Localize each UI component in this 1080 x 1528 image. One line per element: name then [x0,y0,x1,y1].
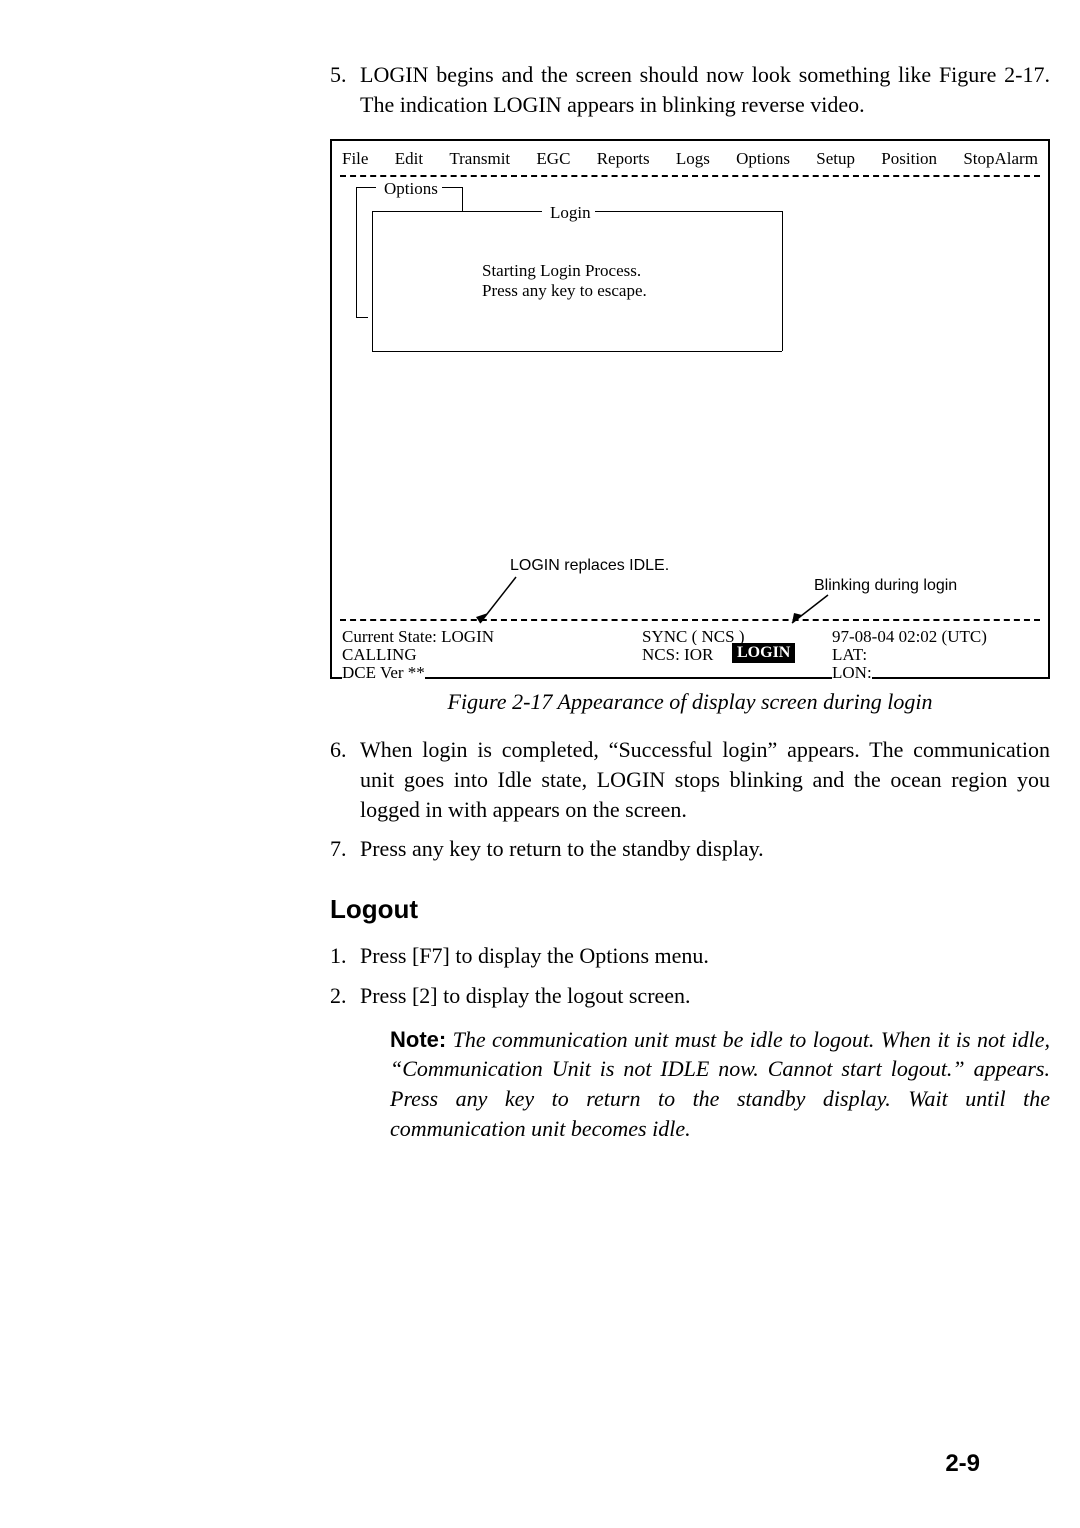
menu-file: File [342,149,368,169]
menu-stopalarm: StopAlarm [963,149,1038,169]
divider-status [340,619,1040,621]
menu-setup: Setup [816,149,855,169]
login-badge: LOGIN [732,643,795,663]
figure-2-17: File Edit Transmit EGC Reports Logs Opti… [330,139,1050,679]
menu-transmit: Transmit [449,149,510,169]
login-box-line [372,211,542,212]
step-5-text: LOGIN begins and the screen should now l… [360,60,1050,119]
heading-logout: Logout [330,894,1050,925]
step-5-number: 5. [330,60,360,119]
login-box-line [372,211,373,351]
arrow-left-icon [468,573,528,633]
menu-reports: Reports [597,149,650,169]
step-6-number: 6. [330,735,360,824]
note-block: Note: The communication unit must be idl… [390,1025,1050,1144]
status-lon: LON: [832,663,872,683]
page: 5. LOGIN begins and the screen should no… [0,0,1080,1528]
status-lat: LAT: [832,645,867,665]
figure-caption: Figure 2-17 Appearance of display screen… [330,689,1050,715]
status-dce-ver: DCE Ver ** [342,663,425,683]
options-box-line [356,187,376,188]
step-7-text: Press any key to return to the standby d… [360,834,1050,864]
step-6-text: When login is completed, “Successful log… [360,735,1050,824]
page-number: 2-9 [945,1450,980,1478]
options-box-label: Options [380,179,442,199]
menu-egc: EGC [536,149,570,169]
login-box-label: Login [546,203,595,223]
logout-step-1-text: Press [F7] to display the Options menu. [360,941,1050,971]
annot-login-replaces-idle: LOGIN replaces IDLE. [508,557,671,575]
logout-step-1-number: 1. [330,941,360,971]
note-body: The communication unit must be idle to l… [390,1027,1050,1141]
divider-top [340,175,1040,177]
menu-logs: Logs [676,149,710,169]
status-calling: CALLING [342,645,417,665]
step-7-number: 7. [330,834,360,864]
content-column: 5. LOGIN begins and the screen should no… [330,60,1050,1143]
logout-step-2-line: Press [2] to display the logout screen. [360,981,1050,1011]
logout-step-2: 2. Press [2] to display the logout scree… [330,981,1050,1143]
login-msg-1: Starting Login Process. [482,261,641,281]
options-box-line [462,187,463,211]
login-box-line [594,211,782,212]
login-msg-2: Press any key to escape. [482,281,647,301]
options-box-line [356,317,368,318]
logout-step-1: 1. Press [F7] to display the Options men… [330,941,1050,971]
logout-step-2-text: Press [2] to display the logout screen. … [360,981,1050,1143]
menu-edit: Edit [395,149,423,169]
status-current-state: Current State: LOGIN [342,627,494,647]
step-6: 6. When login is completed, “Successful … [330,735,1050,824]
note-label: Note: [390,1027,446,1052]
login-box-line [372,351,782,352]
menu-options: Options [736,149,790,169]
options-box-line [356,187,357,317]
status-ncs: NCS: IOR [642,645,713,665]
logout-step-2-number: 2. [330,981,360,1143]
step-5: 5. LOGIN begins and the screen should no… [330,60,1050,119]
menu-position: Position [881,149,937,169]
step-7: 7. Press any key to return to the standb… [330,834,1050,864]
options-box-line [442,187,462,188]
status-datetime: 97-08-04 02:02 (UTC) [832,627,987,647]
login-box-line [782,211,783,351]
status-sync: SYNC ( NCS ) [642,627,745,647]
menu-bar: File Edit Transmit EGC Reports Logs Opti… [342,149,1038,169]
